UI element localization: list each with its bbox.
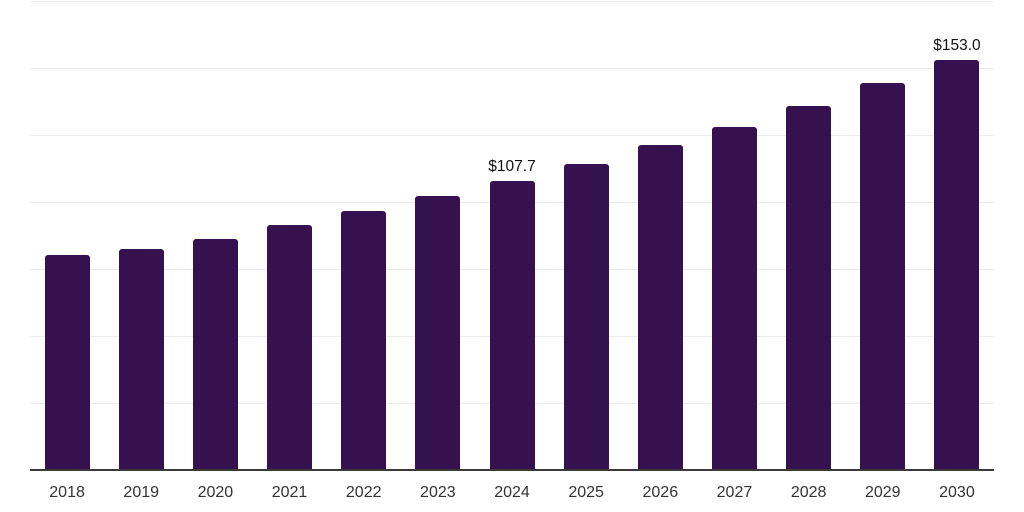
bar-2023[interactable] xyxy=(415,195,461,470)
x-tick-2029: 2029 xyxy=(864,484,901,501)
bar-2027[interactable] xyxy=(711,126,757,470)
x-tick-2021: 2021 xyxy=(271,484,308,501)
bar-2022[interactable] xyxy=(341,211,387,470)
data-label-2030: $153.0 xyxy=(933,36,981,54)
gridline-175 xyxy=(30,1,994,2)
x-tick-2019: 2019 xyxy=(123,484,160,501)
bar-2025[interactable] xyxy=(563,163,609,470)
bar-2019[interactable] xyxy=(118,249,164,470)
gridline-125 xyxy=(30,135,994,136)
bar-2024[interactable] xyxy=(489,181,535,470)
x-tick-2020: 2020 xyxy=(197,484,234,501)
x-tick-2030: 2030 xyxy=(939,484,975,501)
gridline-150 xyxy=(30,68,994,69)
x-tick-2018: 2018 xyxy=(49,484,85,501)
bar-2026[interactable] xyxy=(637,145,683,470)
bar-2028[interactable] xyxy=(786,106,832,470)
bar-2029[interactable] xyxy=(860,82,906,470)
x-tick-2024: 2024 xyxy=(494,484,530,501)
data-label-2024: $107.7 xyxy=(488,158,536,176)
x-tick-2025: 2025 xyxy=(568,484,604,501)
x-tick-2028: 2028 xyxy=(790,484,827,501)
bar-2030[interactable] xyxy=(934,59,980,470)
bar-2018[interactable] xyxy=(44,254,90,470)
x-tick-2027: 2027 xyxy=(716,484,753,501)
x-tick-2022: 2022 xyxy=(345,484,382,501)
x-axis-line xyxy=(30,469,994,471)
bar-2021[interactable] xyxy=(267,225,313,470)
x-tick-2023: 2023 xyxy=(420,484,456,501)
x-tick-2026: 2026 xyxy=(642,484,679,501)
bar-2020[interactable] xyxy=(192,239,238,470)
